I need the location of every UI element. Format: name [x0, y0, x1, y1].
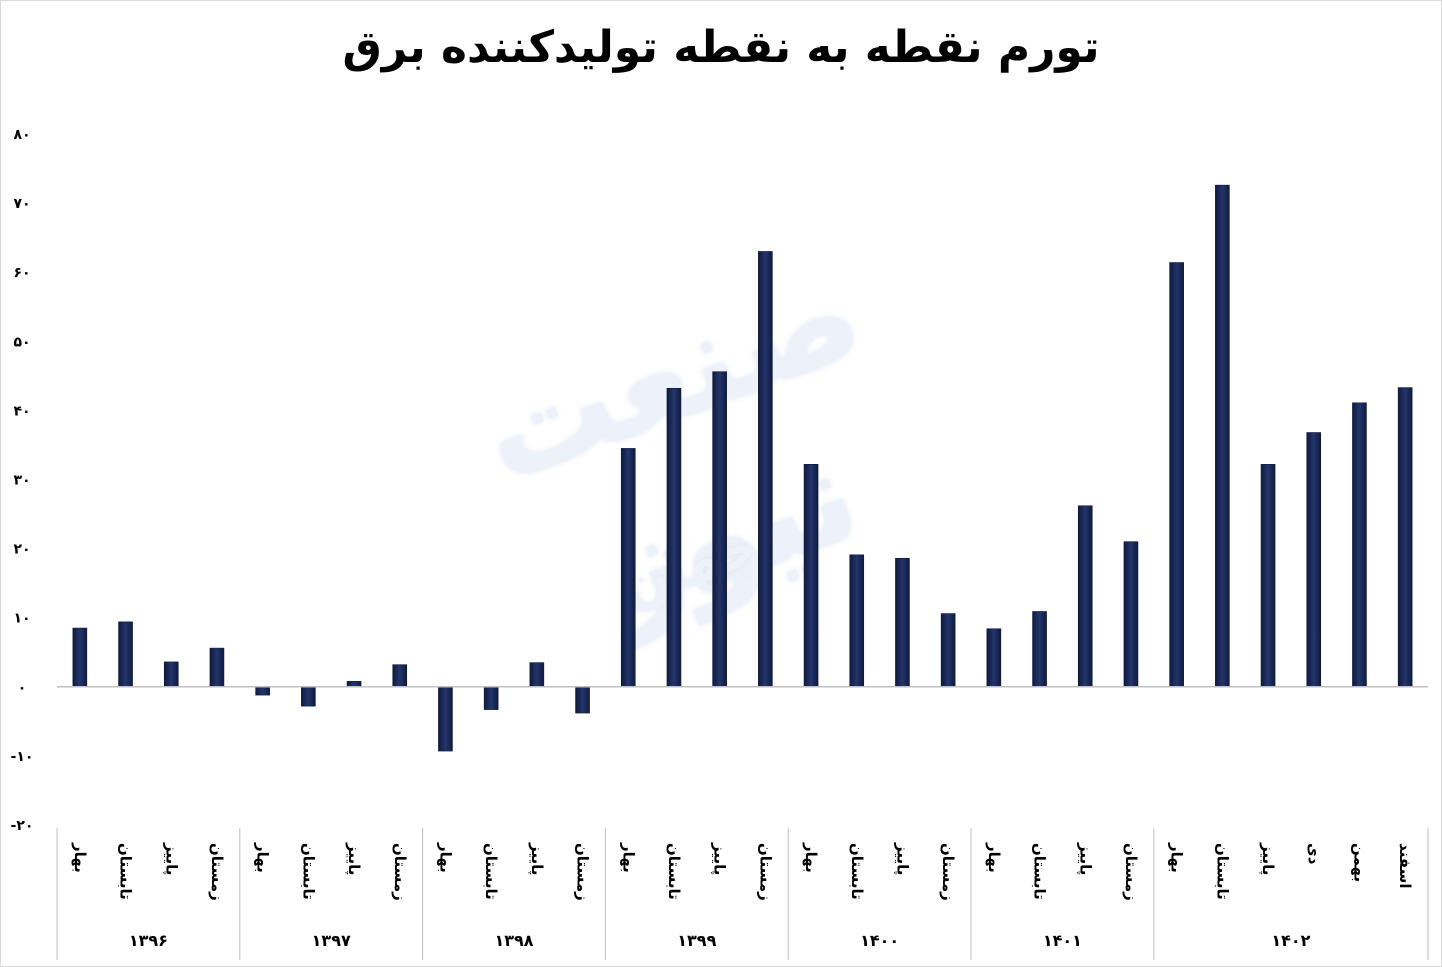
bar [895, 557, 910, 688]
x-category-label: بهار [254, 842, 272, 873]
x-axis: بهار تابستان پاییز زمستان بهار تابستان پاییز زم… [56, 686, 1429, 960]
y-tick-label: ۱۰ [13, 611, 30, 627]
bar [209, 647, 225, 688]
bar [1352, 402, 1367, 688]
bar [1169, 262, 1184, 688]
x-category-label: پاییز [344, 842, 363, 875]
x-category-label: تابستان [665, 843, 683, 900]
bars [72, 184, 1413, 752]
y-tick-label: -۲۰ [11, 818, 34, 834]
bar [803, 463, 819, 688]
x-group-label: ۱۴۰۲ [1271, 931, 1310, 950]
bar [438, 686, 453, 752]
x-category-label: زمستان [208, 843, 226, 901]
y-tick-label: ۳۰ [13, 473, 30, 489]
x-category-label: پاییز [1075, 842, 1094, 875]
x-category-label: تابستان [1213, 843, 1231, 900]
bar [392, 664, 408, 688]
bar [1397, 387, 1413, 688]
x-group-label: ۱۳۹۹ [677, 931, 716, 950]
bar [620, 448, 636, 688]
bar [346, 680, 362, 688]
x-category-label: تابستان [299, 843, 317, 900]
y-tick-label: ۵۰ [13, 334, 30, 350]
bar [483, 686, 499, 710]
y-tick-label: ۴۰ [13, 403, 30, 419]
y-tick-label: -۱۰ [11, 749, 34, 765]
bar [575, 686, 590, 714]
bar [1306, 432, 1322, 688]
x-group-label: ۱۳۹۸ [494, 931, 533, 950]
x-category-label: تابستان [117, 843, 135, 900]
y-axis-labels: -۲۰ -۱۰ ۰ ۱۰ ۲۰ ۳۰ ۴۰ ۵۰ ۶۰ ۷۰ ۸۰ [11, 127, 34, 834]
y-tick-label: ۷۰ [13, 196, 30, 212]
x-category-label: بهار [802, 842, 820, 873]
bar [163, 661, 179, 688]
bar [1260, 463, 1276, 688]
bar [72, 627, 88, 688]
bar [255, 686, 270, 696]
x-group-label: ۱۳۹۶ [129, 931, 168, 950]
x-category-label: دی [1305, 843, 1323, 865]
bar [758, 251, 773, 688]
x-group-label: ۱۴۰۰ [860, 931, 899, 950]
x-category-label: تابستان [482, 843, 500, 900]
x-category-label: زمستان [391, 843, 409, 901]
y-tick-label: ۸۰ [13, 127, 30, 143]
bar [1123, 541, 1139, 688]
x-category-label: زمستان [574, 843, 592, 901]
x-category-label: زمستان [939, 843, 957, 901]
bar [1215, 184, 1230, 688]
bar [1077, 505, 1093, 688]
x-category-label: بهار [436, 842, 454, 873]
x-category-label: پاییز [161, 842, 180, 875]
x-group-label: ۱۴۰۱ [1043, 931, 1082, 950]
bar [1032, 611, 1047, 688]
x-category-label: زمستان [1122, 843, 1140, 901]
bar [940, 613, 956, 688]
x-category-label: بهمن [1350, 843, 1368, 882]
x-category-label: بهار [985, 842, 1003, 873]
x-category-label: پاییز [892, 842, 911, 875]
x-category-label: بهار [1168, 842, 1186, 873]
x-category-label: پاییز [527, 842, 546, 875]
bar [712, 371, 727, 688]
bar [986, 628, 1002, 688]
bar [118, 621, 133, 688]
x-category-label: اسفند [1396, 843, 1414, 888]
bar [301, 686, 316, 707]
chart-title: تورم نقطه به نقطه تولیدکننده برق [342, 22, 1100, 73]
x-category-label: بهار [71, 842, 89, 873]
bar [849, 554, 865, 688]
x-category-label: تابستان [848, 843, 866, 900]
x-category-label: تابستان [1031, 843, 1049, 900]
y-tick-label: ۰ [18, 680, 27, 696]
bar [529, 662, 545, 688]
x-category-label: پاییز [1258, 842, 1277, 875]
x-category-label: زمستان [756, 843, 774, 901]
y-tick-label: ۲۰ [13, 542, 30, 558]
x-category-label: بهار [619, 842, 637, 873]
bar [666, 387, 682, 688]
x-category-label: پاییز [710, 842, 729, 875]
x-group-label: ۱۳۹۷ [312, 931, 351, 950]
y-tick-label: ۶۰ [13, 265, 30, 281]
